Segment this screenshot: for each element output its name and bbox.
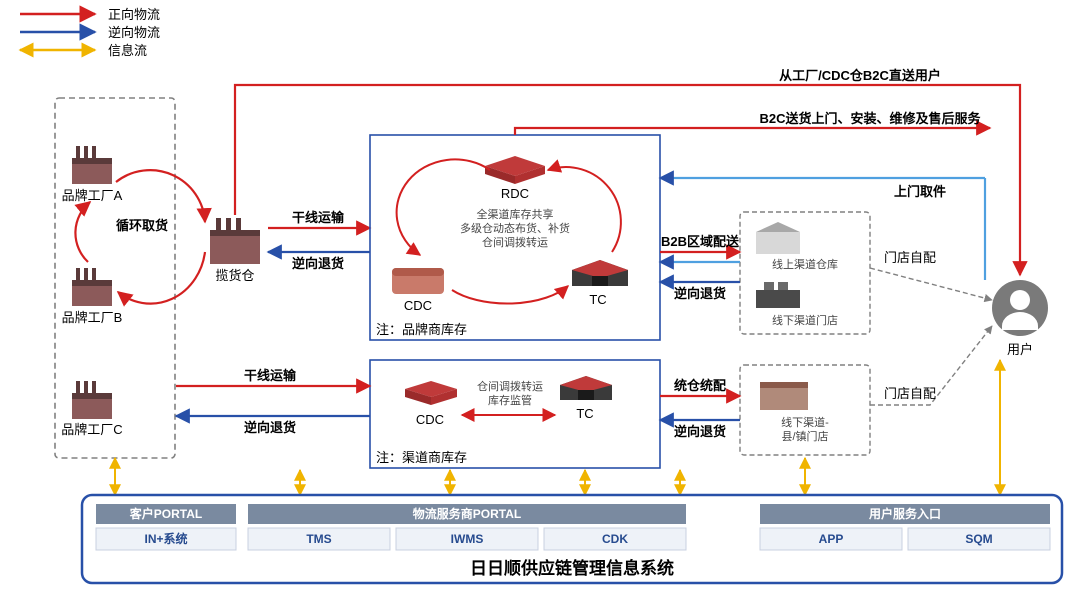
factory-a xyxy=(72,146,112,184)
panel-user: 用户服务入口 APP SQM xyxy=(760,504,1050,550)
panel-2-sub-3: CDK xyxy=(602,532,628,546)
panel-customer: 客户PORTAL IN+系统 xyxy=(96,504,236,550)
county-store-label-2: 县/镇门店 xyxy=(781,429,828,443)
store-self-2: 门店自配 xyxy=(884,386,936,401)
rdc-icon xyxy=(485,156,545,184)
bottom-title: 日日顺供应链管理信息系统 xyxy=(470,558,674,578)
trunk-1: 干线运输 xyxy=(292,210,345,225)
panel-3-head: 用户服务入口 xyxy=(868,506,941,521)
reverse-4: 逆向退货 xyxy=(674,424,726,439)
legend-reverse: 逆向物流 xyxy=(108,25,160,40)
unified-label: 统仓统配 xyxy=(674,378,726,393)
diagram-root: 正向物流 逆向物流 信息流 品牌工厂A 品牌工厂B 品牌工厂C 循环取货 揽货仓… xyxy=(0,0,1080,607)
store-self-1: 门店自配 xyxy=(884,250,936,265)
panel-3-sub-2: SQM xyxy=(965,532,992,546)
panel-3-sub-1: APP xyxy=(819,532,844,546)
factory-a-label: 品牌工厂A xyxy=(62,188,123,203)
county-store-icon xyxy=(760,382,808,410)
factory-b xyxy=(72,268,112,306)
channel-desc-1: 仓间调拨转运 xyxy=(477,379,543,393)
brand-desc-1: 全渠道库存共享 xyxy=(477,207,554,221)
factory-c xyxy=(72,381,112,419)
b2c-direct-label: 从工厂/CDC仓B2C直送用户 xyxy=(779,68,941,83)
legend-info: 信息流 xyxy=(108,43,147,58)
panel-2-sub-2: IWMS xyxy=(451,532,484,546)
offline-store-label: 线下渠道门店 xyxy=(772,313,838,327)
reverse-3: 逆向退货 xyxy=(674,286,726,301)
panel-2-head: 物流服务商PORTAL xyxy=(413,506,521,521)
pickup-label: 上门取件 xyxy=(894,184,946,199)
brand-desc-3: 仓间调拨转运 xyxy=(482,235,548,249)
tc-icon-channel xyxy=(560,376,612,400)
pickup-warehouse-icon xyxy=(210,218,260,264)
reverse-1: 逆向退货 xyxy=(292,256,344,271)
brand-desc-2: 多级仓动态布货、补货 xyxy=(460,221,570,235)
offline-store-icon xyxy=(756,282,800,308)
channel-desc-2: 库存监管 xyxy=(488,393,532,407)
rdc-label: RDC xyxy=(501,186,529,201)
cdc-icon-channel xyxy=(405,381,457,405)
user-label: 用户 xyxy=(1007,342,1033,357)
b2c-service-label: B2C送货上门、安装、维修及售后服务 xyxy=(759,111,981,126)
cdc-label-brand: CDC xyxy=(404,298,432,313)
factory-b-label: 品牌工厂B xyxy=(62,310,123,325)
online-warehouse-icon xyxy=(756,222,800,254)
cycle-pickup-label: 循环取货 xyxy=(116,218,168,233)
panel-2-sub-1: TMS xyxy=(306,532,331,546)
brand-note: 注：品牌商库存 xyxy=(376,322,467,337)
reverse-2: 逆向退货 xyxy=(244,420,296,435)
channel-note: 注：渠道商库存 xyxy=(376,450,467,465)
cdc-icon-brand xyxy=(392,268,444,294)
trunk-2: 干线运输 xyxy=(244,368,297,383)
pickup-warehouse-label: 揽货仓 xyxy=(215,268,254,283)
legend: 正向物流 逆向物流 信息流 xyxy=(20,7,160,58)
panel-1-sub-1: IN+系统 xyxy=(144,531,187,546)
user-icon xyxy=(992,280,1048,336)
legend-forward: 正向物流 xyxy=(108,7,160,22)
panel-logistics: 物流服务商PORTAL TMS IWMS CDK xyxy=(248,504,686,550)
tc-icon-brand xyxy=(572,260,628,286)
online-warehouse-label: 线上渠道仓库 xyxy=(772,257,838,271)
tc-label-brand: TC xyxy=(589,292,606,307)
county-store-label-1: 线下渠道- xyxy=(781,415,829,429)
panel-1-head: 客户PORTAL xyxy=(129,506,202,521)
factory-c-label: 品牌工厂C xyxy=(61,422,122,437)
tc-label-channel: TC xyxy=(576,406,593,421)
cdc-label-channel: CDC xyxy=(416,412,444,427)
b2b-label: B2B区域配送 xyxy=(661,234,740,249)
